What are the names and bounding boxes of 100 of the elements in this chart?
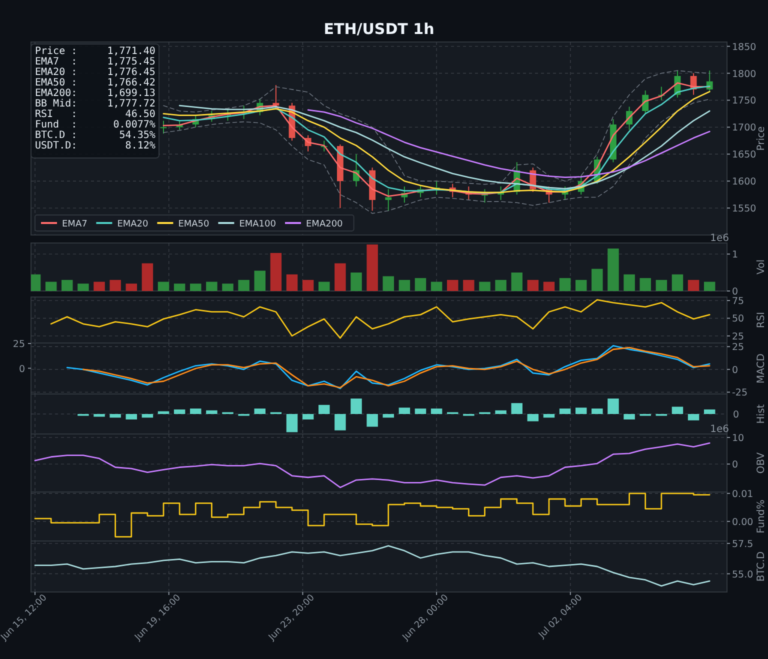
- line-series: [163, 70, 710, 185]
- bar: [543, 282, 555, 291]
- bar: [592, 408, 603, 414]
- y-tick-label: 57.5: [732, 538, 754, 550]
- annotation: EMA7 : 1,775.45: [35, 56, 156, 68]
- bar: [350, 398, 362, 414]
- bar: [624, 274, 635, 291]
- annotation: RSI : 46.50: [35, 109, 156, 120]
- bar: [94, 414, 105, 417]
- bar: [174, 284, 186, 291]
- y-tick-label: 50: [732, 314, 744, 325]
- legend-label: EMA100: [239, 220, 276, 230]
- bar: [398, 408, 410, 414]
- annotation: Price : 1,771.40: [35, 46, 156, 57]
- y-tick-label: 1600: [732, 176, 756, 188]
- bar: [110, 280, 121, 291]
- bar: [158, 282, 170, 291]
- bar: [206, 410, 218, 414]
- bar: [479, 282, 490, 291]
- candlestick: [160, 120, 167, 134]
- bar: [398, 280, 410, 291]
- bar: [286, 414, 298, 432]
- bar: [672, 274, 684, 291]
- y-tick-label: 0: [732, 364, 738, 376]
- bar: [624, 414, 635, 420]
- bar: [222, 284, 234, 291]
- bar: [640, 278, 651, 291]
- y-tick-label: 75: [732, 296, 744, 308]
- annotation: 1e6: [710, 233, 729, 244]
- bar: [126, 414, 138, 420]
- y-tick-label: 55.0: [732, 569, 754, 580]
- bar: [463, 280, 474, 291]
- bar: [414, 408, 426, 414]
- y-tick-label: 1650: [732, 150, 756, 161]
- y-tick-label: 1800: [732, 68, 756, 80]
- bar: [446, 280, 458, 291]
- y-tick-label: 0.01: [732, 488, 754, 500]
- bar: [559, 278, 571, 291]
- annotation: Fund : 0.0077%: [35, 120, 156, 130]
- bar: [190, 284, 202, 291]
- line-series: [34, 545, 710, 587]
- bar: [495, 410, 506, 414]
- annotation: BB Mid: 1,777.72: [35, 98, 156, 110]
- line-series: [163, 98, 710, 214]
- bar: [366, 414, 378, 427]
- annotation: USDT.D: 8.12%: [35, 140, 156, 152]
- legend-label: EMA50: [178, 220, 210, 230]
- bar: [94, 282, 105, 291]
- bar: [334, 414, 346, 430]
- legend-label: EMA200: [306, 220, 344, 230]
- bar: [31, 274, 41, 291]
- bar: [575, 408, 587, 414]
- y-axis-title: Price: [756, 126, 767, 151]
- y-tick-label: 10: [732, 432, 744, 444]
- y-tick-label: 25: [732, 342, 744, 354]
- annotation: EMA50 : 1,766.42: [35, 78, 156, 88]
- bar: [270, 252, 282, 291]
- bar: [350, 272, 362, 291]
- y2-tick-label: 25: [12, 338, 25, 350]
- bar: [543, 414, 555, 418]
- annotation: EMA20 : 1,776.45: [35, 67, 156, 78]
- chart-title: ETH/USDT 1h: [324, 20, 434, 38]
- candlestick: [482, 188, 488, 204]
- bar: [238, 280, 250, 291]
- bar: [575, 280, 587, 291]
- line-series: [34, 442, 710, 488]
- annotation: BTC.D : 54.35%: [35, 130, 156, 141]
- bar: [302, 280, 314, 291]
- bar: [174, 409, 186, 414]
- y-tick-label: 1550: [732, 204, 756, 215]
- bar: [608, 248, 619, 291]
- bar: [142, 414, 154, 418]
- y-axis-title: Hist: [756, 404, 767, 424]
- y2-tick-label: 0: [18, 364, 25, 375]
- bar: [206, 282, 218, 291]
- y-axis-title: Vol: [756, 260, 767, 274]
- bar: [672, 406, 684, 414]
- bar: [559, 408, 571, 414]
- bar: [430, 408, 442, 414]
- y-axis-title: OBV: [756, 452, 767, 474]
- y-tick-label: 1750: [732, 96, 756, 107]
- y-tick-label: 0: [732, 286, 738, 298]
- bar: [45, 282, 57, 291]
- bar: [495, 280, 506, 291]
- bar: [511, 272, 522, 291]
- bar: [382, 414, 394, 418]
- y-axis-title: Fund%: [756, 500, 767, 534]
- annotation: EMA200: 1,699.13: [35, 88, 156, 99]
- y-tick-label: 0: [732, 460, 738, 471]
- candlestick: [385, 188, 392, 212]
- bar: [382, 276, 394, 291]
- bar: [302, 414, 314, 420]
- y-tick-label: 25: [732, 331, 744, 342]
- bar: [430, 282, 442, 291]
- legend-label: EMA7: [62, 220, 88, 230]
- bar: [366, 244, 378, 291]
- bar: [688, 414, 700, 420]
- bar: [704, 282, 716, 291]
- y-axis-title: BTC.D: [756, 551, 767, 582]
- bar: [318, 282, 330, 291]
